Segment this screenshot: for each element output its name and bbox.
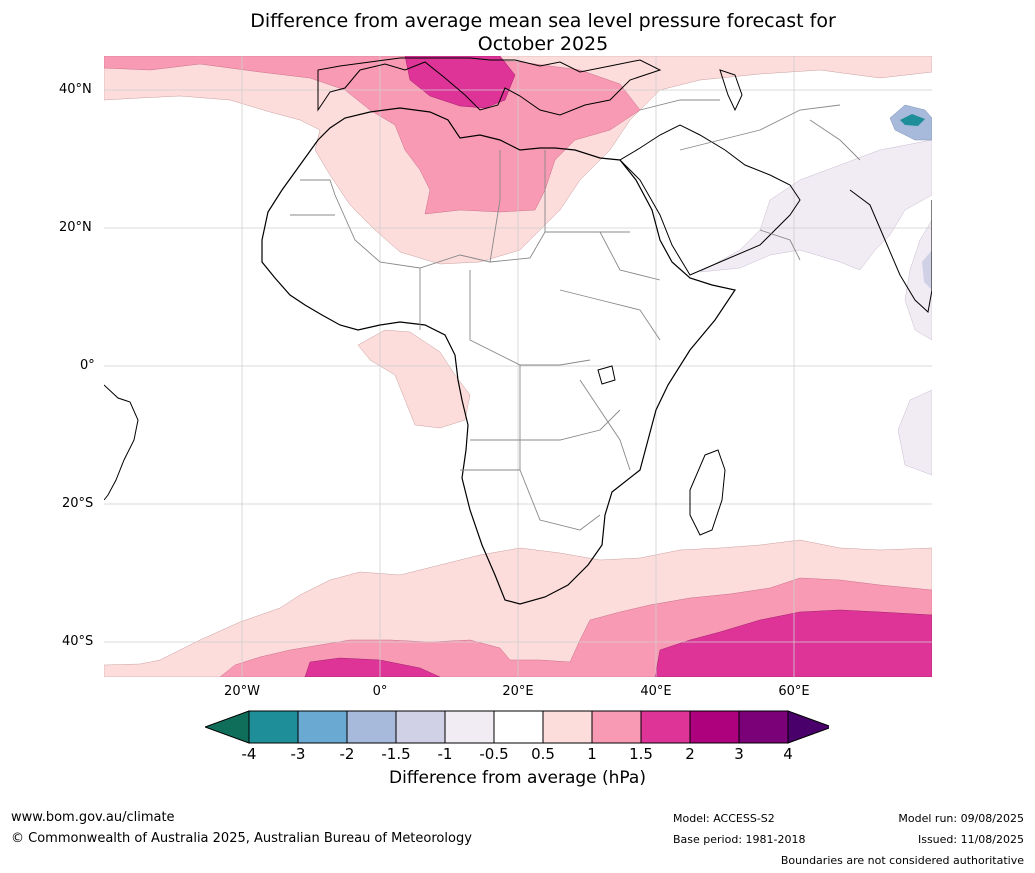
lat-label-40n: 40°N: [59, 82, 92, 97]
colorbar-tick-label: 1: [587, 745, 597, 763]
colorbar-segment: [297, 710, 348, 744]
colorbar-segment: [640, 710, 691, 744]
africa-coastline: [261, 107, 736, 605]
lake-victoria: [597, 365, 616, 385]
colorbar-tick-label: 2: [685, 745, 695, 763]
copyright-text: © Commonwealth of Australia 2025, Austra…: [11, 831, 472, 846]
colorbar-tick-label: -3: [290, 745, 306, 763]
issued-date: Issued: 11/08/2025: [917, 833, 1024, 846]
base-period: Base period: 1981-2018: [673, 833, 806, 846]
lat-label-20n: 20°N: [59, 220, 92, 235]
colorbar-tick-label: 4: [783, 745, 793, 763]
southern-europe-coast: [317, 57, 662, 116]
model-name: Model: ACCESS-S2: [673, 812, 775, 825]
colorbar-segment: [444, 710, 495, 744]
colorbar-tick-label: -4: [241, 745, 257, 763]
colorbar-segment: [248, 710, 299, 744]
colorbar-tick-label: -2: [339, 745, 355, 763]
colorbar-tick-label: 3: [734, 745, 744, 763]
boundaries-disclaimer: Boundaries are not considered authoritat…: [780, 854, 1024, 867]
colorbar-segment: [542, 710, 593, 744]
model-run: Model run: 09/08/2025: [898, 812, 1024, 825]
lat-label-20s: 20°S: [62, 496, 94, 511]
colorbar-segment: [395, 710, 446, 744]
colorbar-tick-label: 1.5: [629, 745, 653, 763]
lon-label-60e: 60°E: [778, 684, 810, 699]
madagascar: [689, 449, 726, 536]
title-line-2: October 2025: [477, 33, 609, 55]
map-title: Difference from average mean sea level p…: [0, 10, 1035, 56]
anomaly-himalaya-teal: [900, 114, 925, 126]
lon-label-0: 0°: [372, 684, 388, 699]
colorbar-extend-low: [205, 710, 250, 744]
colorbar-tick-label: 0.5: [531, 745, 555, 763]
colorbar-extend-high: [787, 710, 829, 744]
colorbar-segment: [689, 710, 740, 744]
graticule: [104, 56, 932, 677]
colorbar-segment: [738, 710, 789, 744]
anomaly-indian-ocean: [897, 389, 932, 476]
anomaly-guinea: [357, 329, 471, 429]
colorbar-tick-label: -1: [437, 745, 453, 763]
arabian-peninsula: [619, 124, 801, 276]
colorbar-label: Difference from average (hPa): [389, 768, 646, 788]
india-coast: [849, 189, 932, 313]
country-borders: [290, 99, 861, 531]
lat-label-0: 0°: [80, 358, 95, 373]
lon-label-20e: 20°E: [502, 684, 534, 699]
colorbar-segment: [591, 710, 642, 744]
title-line-1: Difference from average mean sea level p…: [250, 10, 836, 32]
website-link[interactable]: www.bom.gov.au/climate: [11, 810, 175, 825]
colorbar-tick-label: -0.5: [479, 745, 509, 763]
colorbar: [205, 710, 829, 744]
lon-label-40e: 40°E: [640, 684, 672, 699]
colorbar-tick-label: -1.5: [381, 745, 411, 763]
colorbar-segment: [493, 710, 544, 744]
lat-label-40s: 40°S: [62, 634, 94, 649]
colorbar-segment: [346, 710, 397, 744]
south-america-coast: [104, 384, 139, 501]
anomaly-india-blue: [922, 250, 932, 290]
lon-label-20w: 20°W: [224, 684, 260, 699]
anomaly-north-dark: [404, 56, 516, 109]
caspian-sea: [719, 69, 743, 112]
